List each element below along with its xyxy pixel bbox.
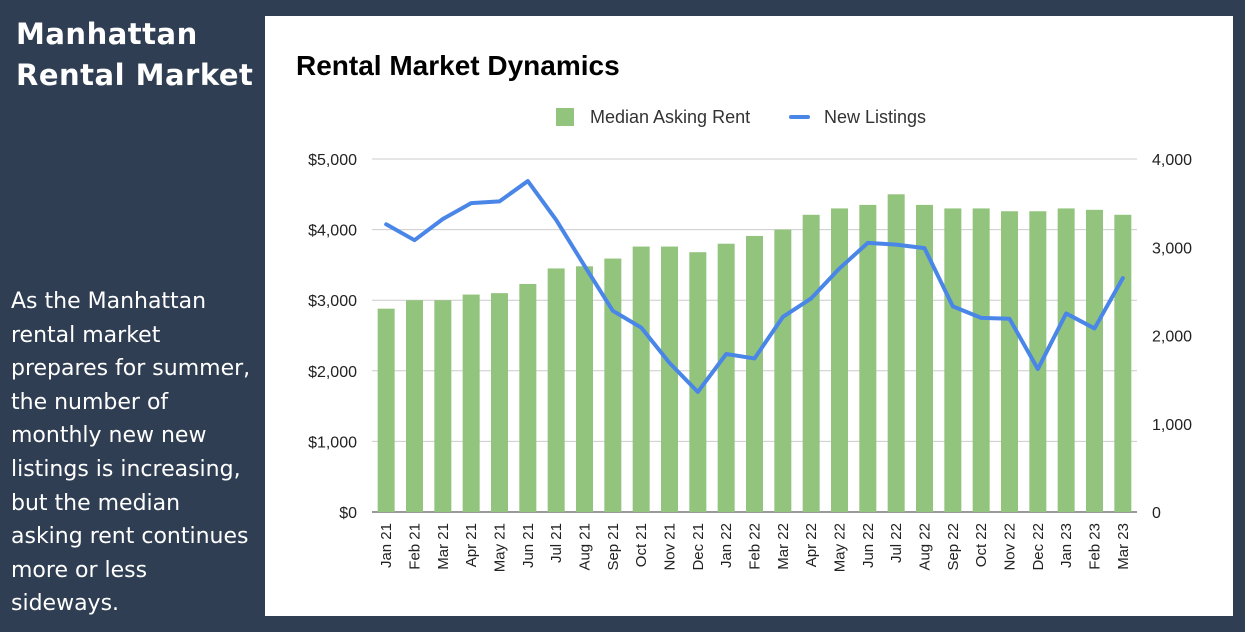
bar [859, 204, 877, 512]
x-tick-label: Oct 21 [633, 523, 650, 567]
y-left-tick-label: $3,000 [308, 293, 357, 310]
x-tick-label: Oct 22 [973, 523, 990, 567]
x-tick-label: Jul 22 [888, 523, 905, 563]
bar [1029, 211, 1047, 512]
x-tick-label: Jan 22 [718, 523, 735, 568]
chart-svg: $0 $1,000 $2,000 $3,000 $4,000 $5,000 0 1,000 2,… [308, 107, 1192, 572]
x-tick-label: Apr 21 [463, 523, 480, 567]
x-tick-label: Sep 21 [605, 523, 622, 571]
bar [972, 208, 990, 513]
x-tick-label: Aug 21 [577, 523, 594, 571]
y-right-tick-label: 2,000 [1152, 329, 1192, 346]
y-left-tick-label: $1,000 [308, 434, 357, 451]
x-tick-label: Mar 21 [435, 523, 452, 570]
x-tick-label: Aug 22 [917, 523, 934, 571]
legend-swatch-bar [556, 108, 574, 126]
bar [717, 243, 735, 512]
bar [632, 246, 650, 512]
x-tick-label: Nov 21 [662, 523, 679, 571]
sidebar-title: Manhattan Rental Market [16, 17, 254, 92]
bar [462, 294, 480, 512]
x-tick-label: Mar 23 [1115, 523, 1132, 570]
y-right-tick-label: 3,000 [1152, 240, 1192, 257]
y-left-tick-label: $4,000 [308, 223, 357, 240]
bar [1057, 208, 1075, 513]
bar [491, 293, 508, 512]
bar [661, 246, 678, 512]
chart-title: Rental Market Dynamics [296, 50, 620, 81]
legend-label-new-listings: New Listings [824, 107, 926, 127]
bar [406, 300, 423, 512]
bar [944, 208, 962, 513]
x-tick-label: Dec 21 [690, 523, 707, 571]
y-left-tick-label: $0 [339, 505, 357, 522]
x-tick-label: Apr 22 [803, 523, 820, 567]
bar [689, 252, 707, 512]
x-tick-label: Sep 22 [945, 523, 962, 571]
x-tick-label: Feb 21 [407, 523, 424, 570]
bar [519, 283, 537, 512]
x-tick-label: Jan 21 [378, 523, 395, 568]
x-tick-label: Feb 22 [747, 523, 764, 570]
bar [1086, 209, 1103, 512]
bar [377, 308, 395, 512]
bar [887, 194, 905, 513]
x-tick-label: Dec 22 [1030, 523, 1047, 571]
legend-label-median-asking-rent: Median Asking Rent [590, 107, 750, 127]
x-tick-label: May 21 [492, 523, 509, 572]
x-tick-label: Jun 21 [520, 523, 537, 568]
bar [604, 258, 622, 512]
x-tick-label: Mar 22 [775, 523, 792, 570]
bar [916, 204, 933, 512]
y-right-tick-label: 4,000 [1152, 152, 1192, 169]
x-tick-label: Jan 23 [1058, 523, 1075, 568]
x-tick-label: May 22 [832, 523, 849, 572]
x-tick-label: Jun 22 [860, 523, 877, 568]
bar [1001, 211, 1018, 512]
y-right-tick-label: 1,000 [1152, 417, 1192, 434]
bar [1114, 214, 1132, 513]
bar [576, 266, 593, 512]
x-tick-label: Feb 23 [1087, 523, 1104, 570]
x-tick-label: Jul 21 [548, 523, 565, 563]
bar [831, 208, 848, 513]
y-left-tick-label: $2,000 [308, 364, 357, 381]
bar [802, 214, 820, 513]
sidebar-description: As the Manhattan rental market prepares … [11, 289, 251, 617]
bar [746, 235, 763, 513]
bar [547, 268, 565, 512]
chart-panel: Rental Market Dynamics $0 $1,000 $2,000 $3,… [265, 16, 1233, 616]
bar [774, 229, 792, 512]
y-right-tick-label: 0 [1152, 505, 1161, 522]
bar [434, 300, 452, 512]
y-left-tick-label: $5,000 [308, 152, 357, 169]
x-tick-label: Nov 22 [1002, 523, 1019, 571]
